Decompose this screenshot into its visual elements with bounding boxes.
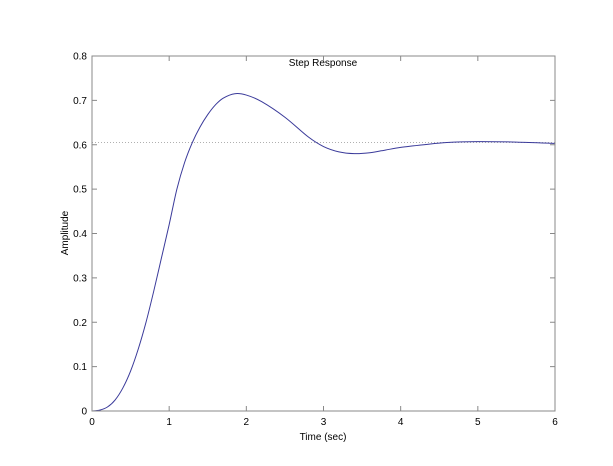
- y-axis-label: Amplitude: [60, 210, 71, 255]
- x-tick-label: 1: [166, 417, 172, 428]
- y-tick-label: 0.6: [73, 140, 87, 151]
- x-tick-label: 3: [321, 417, 327, 428]
- y-tick-label: 0.7: [73, 96, 87, 107]
- step-response-curve: [91, 93, 556, 412]
- y-tick-label: 0.8: [73, 52, 87, 63]
- x-tick-label: 4: [398, 417, 404, 428]
- chart-title: Step Response: [289, 58, 358, 69]
- y-tick-label: 0.3: [73, 273, 87, 284]
- x-tick-label: 6: [552, 417, 558, 428]
- x-tick-label: 5: [475, 417, 481, 428]
- x-axis-label: Time (sec): [300, 432, 347, 443]
- y-tick-label: 0: [81, 407, 87, 418]
- y-tick-label: 0.5: [73, 185, 87, 196]
- plot-area-frame: [91, 55, 556, 412]
- x-tick-label: 2: [244, 417, 250, 428]
- y-tick-label: 0.1: [73, 362, 87, 373]
- y-tick-label: 0.4: [73, 229, 87, 240]
- x-tick-label: 0: [89, 417, 95, 428]
- y-tick-label: 0.2: [73, 318, 87, 329]
